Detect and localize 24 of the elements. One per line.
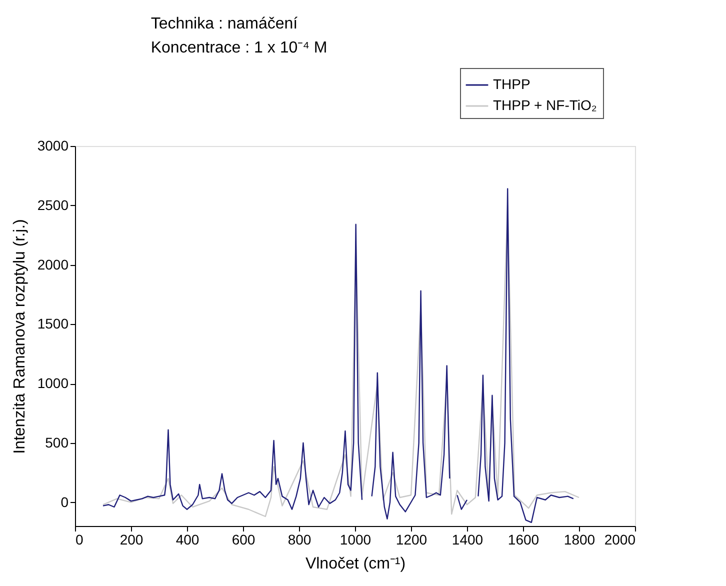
x-tick-label: 1800 [564,532,596,548]
y-tick-label: 2000 [37,256,69,272]
y-tick-label: 1000 [37,375,69,391]
x-tick-label: 200 [120,532,144,548]
y-tick-label: 500 [45,434,69,450]
x-tick-label: 400 [176,532,200,548]
x-tick-label: 800 [288,532,312,548]
legend-label: THPP + NF-TiO₂ [493,97,597,113]
chart-title: Technika : namáčení [150,16,298,32]
x-tick-label: 2000 [604,532,636,548]
legend-label: THPP [493,76,530,92]
y-axis-title: Intenzita Ramanova rozptylu (r.j.) [11,219,28,454]
x-tick-label: 1400 [452,532,484,548]
x-tick-label: 1000 [340,532,372,548]
x-tick-label: 0 [76,532,84,548]
x-tick-label: 1200 [396,532,428,548]
y-tick-label: 3000 [37,138,69,154]
chart-subtitle: Koncentrace : 1 x 10⁻⁴ M [150,40,328,56]
x-axis-title: Vlnočet (cm⁻¹) [305,556,406,572]
y-tick-label: 1500 [37,316,69,332]
x-tick-label: 1600 [508,532,540,548]
x-tick-label: 600 [232,532,256,548]
y-tick-label: 2500 [37,196,69,213]
y-tick-label: 0 [60,494,69,510]
